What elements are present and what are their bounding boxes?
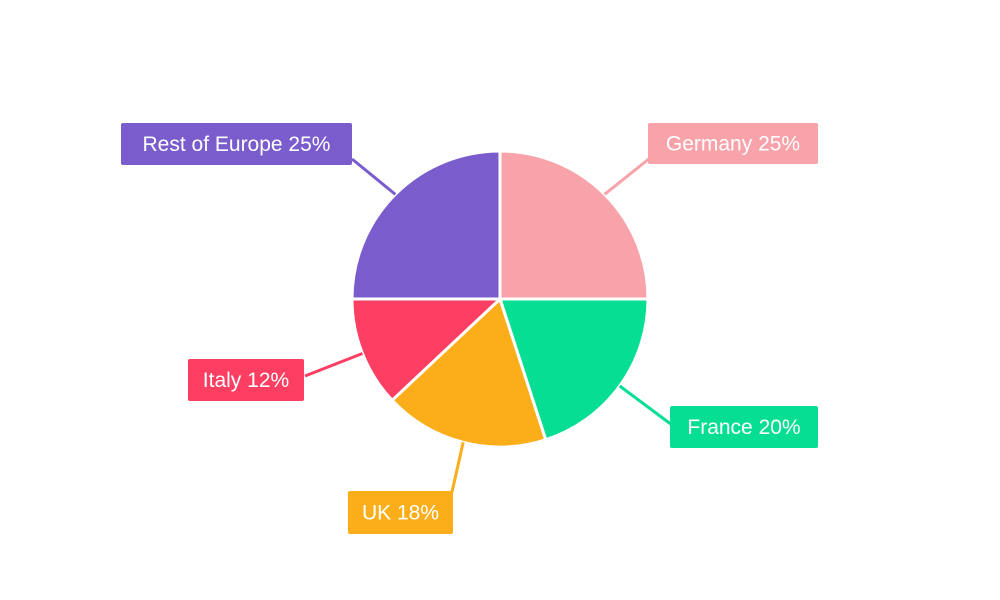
- leader-line-rest-of-europe: [351, 157, 397, 196]
- label-box-germany: [648, 123, 818, 164]
- label-text-germany: Germany 25%: [666, 133, 800, 156]
- pie-slice-rest-of-europe[interactable]: [350, 149, 502, 301]
- label-text-italy: Italy 12%: [203, 369, 289, 392]
- pie-slices-group: [350, 149, 650, 449]
- pie-slice-germany[interactable]: [498, 149, 650, 301]
- label-box-rest-of-europe: [121, 123, 352, 165]
- label-box-uk: [348, 491, 453, 534]
- label-box-italy: [188, 359, 304, 401]
- label-text-france: France 20%: [687, 416, 800, 439]
- leader-line-germany: [603, 156, 651, 196]
- label-text-uk: UK 18%: [362, 502, 439, 525]
- pie-slice-italy[interactable]: [350, 297, 502, 402]
- label-box-france: [670, 406, 818, 448]
- pie-slice-uk[interactable]: [390, 297, 548, 449]
- leader-lines-group: [304, 156, 673, 493]
- pie-slice-france[interactable]: [498, 297, 650, 442]
- leader-line-italy: [304, 352, 363, 378]
- slice-labels-group: Germany 25% France 20% UK 18% Italy 12% Rest…: [121, 123, 818, 534]
- leader-line-uk: [450, 442, 465, 493]
- label-text-rest-of-europe: Rest of Europe 25%: [143, 133, 331, 156]
- leader-line-france: [618, 384, 673, 427]
